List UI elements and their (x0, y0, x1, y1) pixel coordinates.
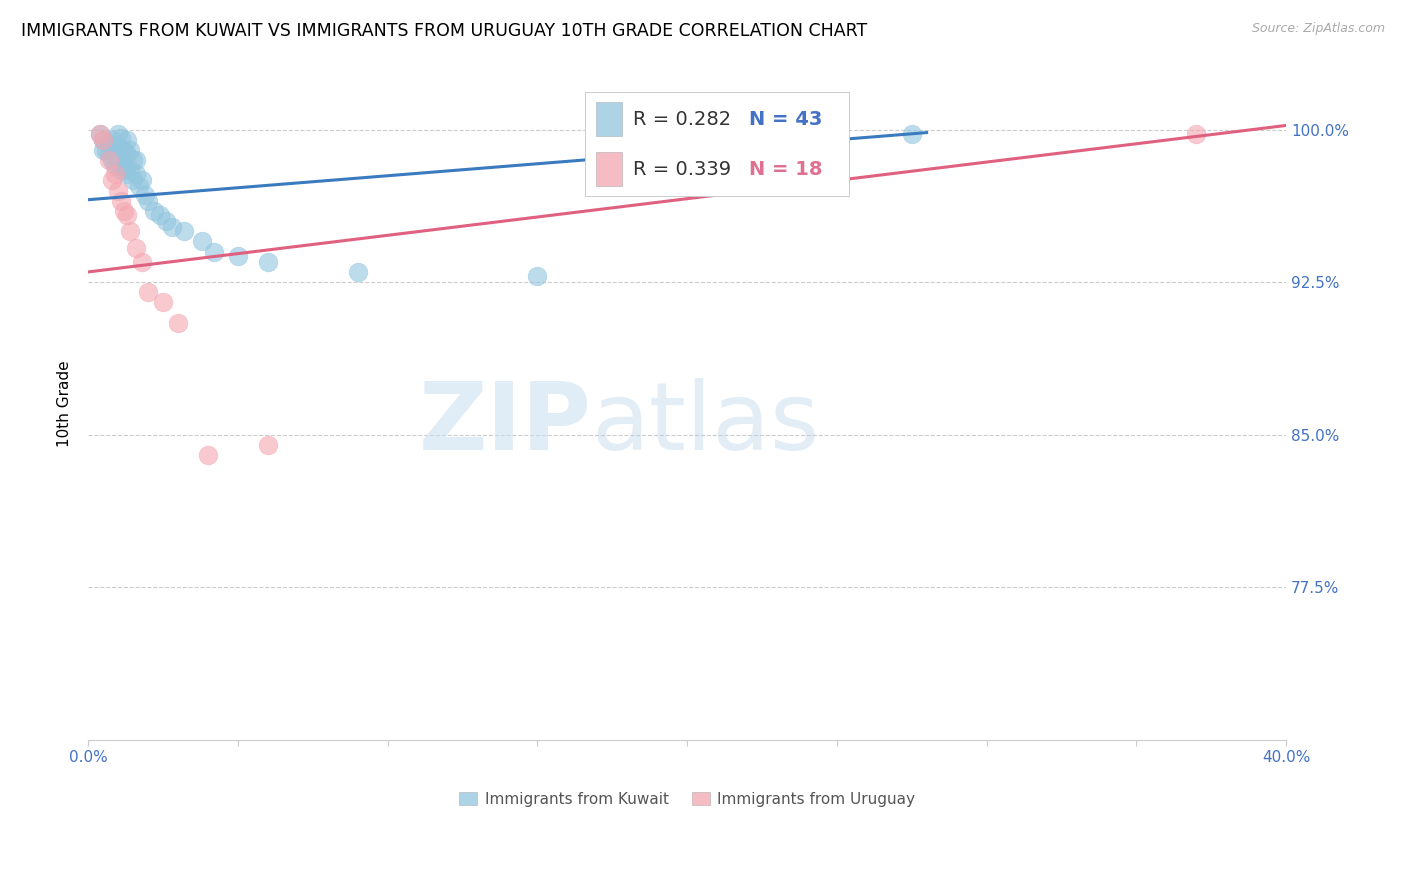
Point (136, 285, 159, 300)
Point (104, 159, 127, 173)
Point (112, 159, 135, 173)
Point (136, 194, 159, 208)
Point (256, 254, 278, 268)
Point (143, 203, 166, 218)
Point (89, 127, 111, 141)
Point (107, 153, 129, 167)
Point (98, 136, 121, 151)
Point (91, 143, 114, 157)
Point (155, 214, 177, 228)
Point (120, 224, 142, 238)
Point (91, 133, 114, 147)
Point (167, 316, 190, 330)
Y-axis label: 10th Grade: 10th Grade (58, 361, 72, 448)
Point (346, 265, 368, 279)
Point (134, 187, 156, 202)
Point (256, 438, 278, 452)
Point (173, 224, 195, 238)
Point (526, 268, 548, 283)
Point (1185, 127, 1208, 141)
Text: IMMIGRANTS FROM KUWAIT VS IMMIGRANTS FROM URUGUAY 10TH GRADE CORRELATION CHART: IMMIGRANTS FROM KUWAIT VS IMMIGRANTS FRO… (21, 22, 868, 40)
Point (152, 295, 174, 310)
Point (91, 133, 114, 147)
Point (112, 203, 135, 218)
Point (120, 143, 142, 157)
Point (110, 163, 132, 178)
Point (107, 138, 129, 153)
Point (122, 153, 145, 167)
Point (115, 133, 138, 147)
Point (149, 208, 172, 222)
Point (115, 167, 138, 181)
Point (128, 179, 150, 194)
Point (110, 130, 132, 145)
Point (131, 173, 153, 187)
Point (115, 147, 138, 161)
Point (226, 249, 249, 263)
Point (900, 127, 922, 141)
Point (107, 184, 129, 198)
Point (125, 167, 148, 181)
Point (89, 127, 111, 141)
Point (120, 163, 142, 178)
Text: atlas: atlas (592, 378, 820, 470)
Point (94, 143, 117, 157)
Point (104, 138, 127, 153)
Point (110, 143, 132, 157)
Point (202, 244, 225, 259)
Legend: Immigrants from Kuwait, Immigrants from Uruguay: Immigrants from Kuwait, Immigrants from … (453, 786, 921, 813)
Point (125, 153, 148, 167)
Point (125, 240, 148, 254)
Point (101, 133, 124, 147)
Point (101, 173, 124, 187)
Point (98, 147, 121, 161)
Point (160, 220, 183, 235)
Point (115, 208, 138, 222)
Point (98, 153, 121, 167)
Text: ZIP: ZIP (419, 378, 592, 470)
Point (107, 127, 129, 141)
Point (112, 143, 135, 157)
Point (131, 254, 153, 268)
Point (197, 448, 219, 462)
Point (104, 167, 127, 181)
Point (191, 235, 214, 249)
Point (101, 153, 124, 167)
Text: Source: ZipAtlas.com: Source: ZipAtlas.com (1251, 22, 1385, 36)
Point (122, 173, 145, 187)
Point (110, 194, 132, 208)
